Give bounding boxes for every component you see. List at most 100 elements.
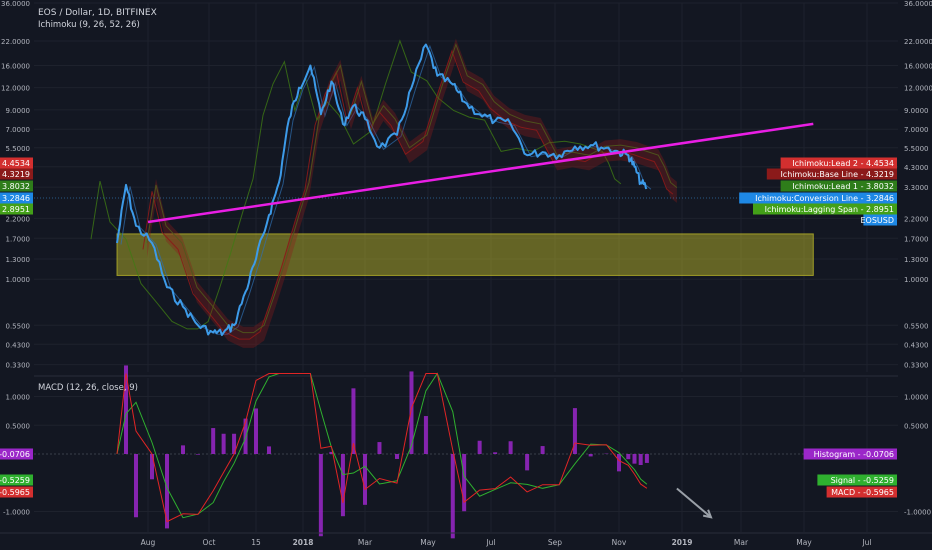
price-tick-label: 1.3000: [6, 256, 31, 264]
series-legend-label-text: Ichimoku:Base Line - 4.3219: [780, 170, 894, 179]
macd-legend-label-text: Histogram - -0.0706: [814, 450, 894, 459]
macd-histogram-bar: [423, 416, 428, 454]
macd-histogram-bar: [165, 454, 169, 529]
macd-histogram-bar: [181, 445, 185, 454]
main-gridlines: [34, 2, 898, 372]
series-legend-label-box: [780, 180, 897, 192]
eos-price-line: [116, 43, 648, 337]
price-labels-left: 4.4534 4.3219 3.8032 3.2846 2.8951: [0, 157, 33, 215]
price-tick-label: 2.2000: [904, 215, 929, 223]
macd-last-label-box: [0, 486, 34, 498]
macd-legend-label: MACD - -0.5965: [826, 486, 897, 498]
macd-histogram-bar: [632, 454, 637, 464]
series-legend-label-box: [780, 157, 897, 169]
price-last-label: 3.8032: [0, 180, 33, 192]
macd-last-label-box: [0, 448, 34, 460]
macd-layer: [116, 365, 649, 539]
macd-histogram-bar: [525, 454, 530, 471]
time-tick-label: Jul: [861, 538, 871, 547]
macd-tick-label: -1.0000: [904, 509, 931, 517]
series-legend-label: Ichimoku:Lagging Span - 2.8951: [753, 203, 897, 215]
series-legend-label-box: [739, 192, 897, 204]
price-tick-label: 36.0000: [1, 0, 30, 8]
support-zone-rectangle[interactable]: [116, 233, 814, 276]
series-legend-label: Ichimoku:Lead 1 - 3.8032: [780, 180, 897, 192]
macd-last-label-text: -0.5965: [0, 488, 30, 497]
series-legend-label: EOSUSD: [860, 214, 897, 226]
price-last-label-text: 4.4534: [2, 159, 30, 168]
macd-histogram-bar: [377, 442, 382, 454]
macd-histogram-bar: [329, 451, 334, 454]
symbol-title: EOS / Dollar, 1D, BITFINEX: [38, 8, 157, 18]
macd-histogram-bar: [340, 454, 345, 517]
price-last-label-box: [0, 168, 33, 180]
macd-histogram-bar: [150, 454, 154, 480]
time-tick-label: Nov: [612, 538, 627, 547]
resistance-trendline[interactable]: [147, 122, 814, 224]
price-tick-label: 1.0000: [6, 276, 31, 284]
macd-tick-label: 0.5000: [904, 422, 929, 430]
time-tick-label: Mar: [358, 538, 373, 547]
time-tick-label: Jul: [485, 538, 495, 547]
macd-legend-label: Signal - -0.5259: [817, 474, 897, 486]
price-last-label: 3.2846: [0, 192, 33, 204]
macd-last-label-text: -0.0706: [0, 450, 30, 459]
price-last-label: 2.8951: [0, 203, 33, 215]
macd-last-label-text: -0.5259: [0, 476, 30, 485]
time-tick-label: 15: [251, 538, 261, 547]
macd-last-label: -0.5259: [0, 474, 34, 486]
time-tick-label: 2019: [672, 538, 693, 547]
macd-histogram-bar: [318, 454, 323, 537]
series-legend-label-text: Ichimoku:Lagging Span - 2.8951: [765, 205, 894, 214]
support-zone-layer: [116, 233, 814, 276]
time-tick-label: Oct: [203, 538, 216, 547]
price-tick-label: 36.0000: [904, 0, 932, 8]
time-tick-label: May: [796, 538, 812, 547]
macd-last-label: -0.0706: [0, 448, 34, 460]
time-axis: Aug Oct 15 2018 Mar May Jul Sep Nov 2019 Mar May Jul: [141, 538, 872, 547]
price-last-label-box: [0, 180, 33, 192]
macd-histogram-bar: [196, 454, 200, 455]
price-tick-label: 1.7000: [6, 235, 31, 243]
price-tick-label: 3.3000: [904, 184, 929, 192]
price-tick-label: 2.2000: [6, 215, 31, 223]
macd-tick-label: 0.5000: [6, 422, 31, 430]
macd-histogram-bar: [626, 454, 631, 460]
macd-last-label: -0.5965: [0, 486, 34, 498]
price-tick-label: 22.0000: [1, 38, 30, 46]
forecast-arrow-head: [702, 509, 713, 519]
price-last-label-box: [0, 203, 33, 215]
macd-legend-label-box: [826, 486, 897, 498]
macd-legend-label-box: [803, 448, 897, 460]
macd-labels-left: -0.0706 -0.5259 -0.5965: [0, 448, 34, 498]
series-legend-label-box: [766, 168, 897, 180]
price-tick-label: 12.0000: [904, 85, 932, 93]
macd-line: [116, 373, 648, 523]
macd-histogram-bar: [477, 440, 482, 454]
price-tick-label: 0.4300: [904, 341, 929, 349]
price-tick-label: 7.0000: [6, 126, 31, 134]
macd-histogram-bar: [588, 454, 593, 457]
macd-histogram-bar: [363, 454, 367, 505]
macd-histogram-bar: [462, 454, 467, 512]
macd-legend-label-text: MACD - -0.5965: [831, 488, 894, 497]
macd-histogram-bar: [508, 441, 513, 454]
price-tick-label: 1.3000: [904, 256, 929, 264]
macd-legend-label: Histogram - -0.0706: [803, 448, 897, 460]
price-tick-label: 4.3000: [904, 164, 929, 172]
price-tick-label: 0.5500: [6, 322, 31, 330]
macd-histogram-bar: [124, 365, 128, 454]
macd-histogram-bar: [617, 454, 621, 472]
forecast-arrow-layer: [676, 487, 713, 519]
forecast-arrow-shaft[interactable]: [676, 487, 712, 519]
price-tick-label: 7.0000: [904, 126, 929, 134]
macd-title: MACD (12, 26, close, 9): [38, 383, 138, 393]
macd-histogram-bar: [493, 452, 498, 454]
macd-histogram-bar: [572, 408, 577, 454]
macd-tick-label: 1.0000: [904, 394, 929, 402]
price-axis-right: 36.0000 22.0000 16.0000 12.0000 9.0000 7.0000…: [904, 0, 932, 370]
price-labels-right: Ichimoku:Lead 2 - 4.4534 Ichimoku:Base Li…: [739, 157, 897, 226]
macd-histogram-bar: [409, 371, 414, 454]
